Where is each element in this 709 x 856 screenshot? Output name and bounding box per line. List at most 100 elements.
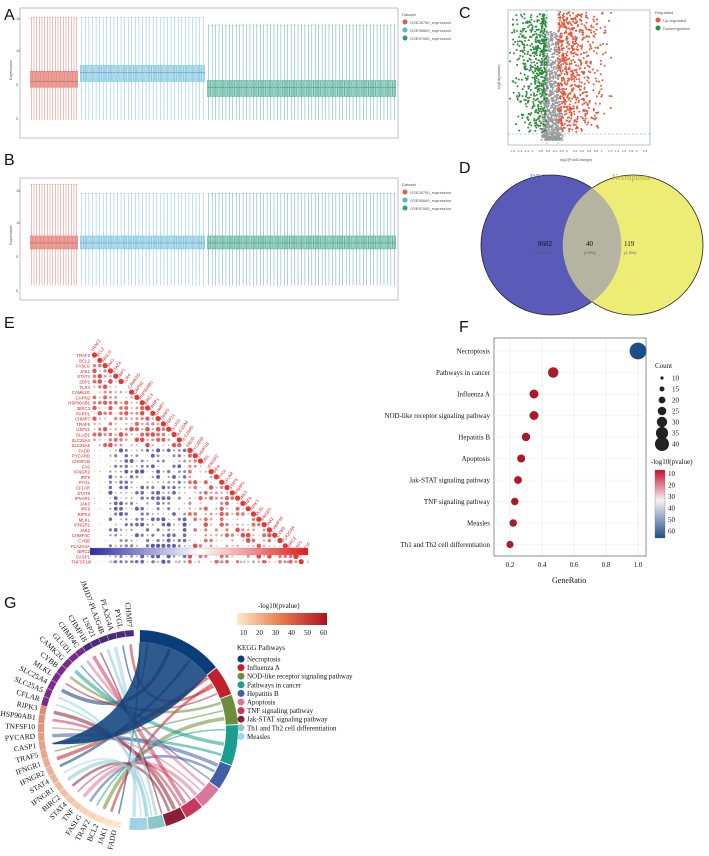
- volcano-point-down: [535, 35, 538, 38]
- volcano-point-ns: [554, 113, 557, 116]
- volcano-point-ns: [556, 35, 559, 38]
- f-xtick: 0.2: [506, 561, 515, 569]
- volcano-point-up: [560, 21, 563, 24]
- volcano-point-down: [532, 72, 535, 75]
- corr-dot: [130, 422, 133, 425]
- box-body: [344, 80, 348, 97]
- volcano-point-ns: [559, 113, 561, 116]
- box-body: [382, 235, 386, 250]
- corr-dot: [108, 411, 113, 416]
- volcano-point-ns: [550, 47, 553, 50]
- size-legend-dot: [658, 396, 666, 404]
- volcano-point-up: [573, 26, 576, 29]
- corr-dot: [167, 518, 170, 521]
- volcano-point-down: [533, 61, 536, 64]
- volcano-point-ns: [541, 131, 544, 134]
- volcano-point-up: [592, 107, 595, 110]
- corr-dot: [161, 459, 165, 463]
- panel-c-legend-title: Regulated: [655, 10, 673, 15]
- corr-dot: [104, 497, 106, 499]
- volcano-points: [509, 11, 613, 141]
- corr-dot: [245, 532, 251, 538]
- corr-dot: [120, 386, 122, 388]
- volcano-point-up: [590, 47, 593, 50]
- volcano-point-ns: [556, 93, 559, 96]
- volcano-point-down: [528, 96, 531, 99]
- volcano-point-ns: [555, 85, 558, 88]
- corr-dot: [109, 385, 112, 388]
- corr-dot: [205, 502, 207, 504]
- volcano-xtick: 1.6: [622, 149, 627, 153]
- volcano-point-down: [509, 51, 511, 54]
- corr-dot: [135, 444, 138, 447]
- g-legend-label: Hepatitis B: [247, 690, 279, 698]
- corr-dot: [161, 496, 166, 500]
- volcano-point-up: [574, 101, 577, 104]
- corr-dot: [108, 528, 113, 532]
- corr-dot: [258, 534, 260, 536]
- corr-dot: [114, 454, 118, 458]
- volcano-point-down: [541, 38, 544, 41]
- volcano-point-ns: [549, 63, 551, 66]
- volcano-point-up: [607, 19, 610, 22]
- corr-row-label: CHMP1B: [72, 459, 90, 464]
- volcano-point-down: [531, 45, 534, 48]
- corr-dot: [118, 448, 124, 453]
- box-body: [32, 235, 36, 250]
- venn-left-pct: (98.7%): [535, 250, 550, 255]
- corr-dot: [119, 539, 123, 542]
- corr-dot: [199, 502, 202, 505]
- corr-dot: [134, 506, 139, 511]
- corr-dot: [272, 532, 278, 538]
- volcano-point-up: [586, 17, 589, 20]
- box-body: [341, 235, 345, 250]
- volcano-point-down: [521, 43, 524, 46]
- volcano-point-down: [537, 105, 540, 108]
- volcano-point-ns: [560, 112, 563, 115]
- corr-dot: [97, 357, 103, 363]
- corr-dot: [136, 502, 138, 505]
- legend-dot-gse95669: [402, 27, 408, 33]
- chord-gene-arc: [49, 773, 59, 784]
- f-dot: [629, 342, 647, 360]
- volcano-point-ns: [547, 58, 550, 61]
- volcano-point-ns: [554, 81, 557, 84]
- legend-gse57065: GSE57065_expression: [410, 36, 451, 41]
- box-body: [201, 65, 205, 82]
- corr-colorbar-ticks: -1 -0.8 -0.6 -0.4 -0.2 0 0.2 0.4 0.6 0.8 1: [88, 559, 310, 564]
- volcano-point-down: [543, 123, 546, 126]
- volcano-point-down: [512, 43, 515, 46]
- volcano-point-up: [569, 28, 572, 31]
- corr-dot: [273, 539, 276, 542]
- volcano-point-down: [543, 91, 546, 94]
- volcano-point-down: [521, 88, 524, 91]
- volcano-point-ns: [540, 138, 543, 141]
- volcano-point-ns: [553, 95, 556, 98]
- corr-dot: [189, 534, 191, 536]
- corr-dot: [125, 497, 128, 500]
- volcano-point-up: [566, 73, 569, 76]
- legend-dot-b-gse57065: [402, 205, 408, 211]
- box-body: [51, 235, 54, 250]
- corr-dot: [114, 470, 117, 473]
- corr-dot: [298, 559, 304, 565]
- volcano-point-down: [534, 38, 537, 41]
- volcano-point-down: [526, 75, 529, 78]
- volcano-point-down: [517, 115, 520, 118]
- corr-dot: [98, 396, 101, 399]
- volcano-point-up: [558, 74, 561, 77]
- corr-dot: [157, 465, 159, 468]
- volcano-point-down: [544, 19, 547, 22]
- venn-right-pct: (1.3%): [624, 250, 636, 255]
- chord-pathway-arc: [207, 668, 232, 699]
- volcano-point-up: [570, 111, 573, 114]
- corr-dot: [103, 390, 107, 394]
- volcano-point-ns: [552, 75, 554, 77]
- panel-a-ytick-1: 15: [16, 16, 21, 21]
- volcano-point-up: [577, 43, 580, 46]
- volcano-point-up: [570, 73, 573, 76]
- size-legend-label: 40: [672, 441, 680, 449]
- corr-dot: [167, 469, 171, 474]
- box-body: [272, 235, 276, 250]
- corr-dot: [205, 487, 207, 488]
